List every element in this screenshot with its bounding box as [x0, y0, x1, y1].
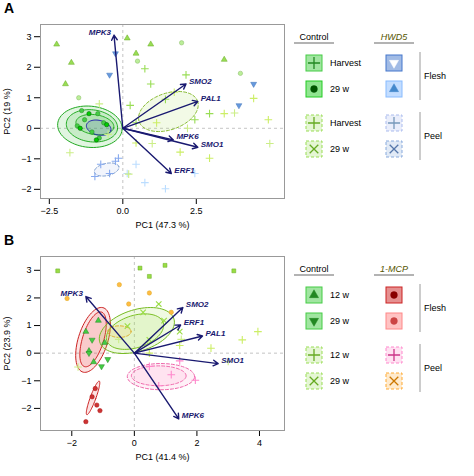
svg-text:−1: −1: [21, 154, 31, 164]
svg-text:2: 2: [26, 62, 31, 72]
svg-text:3: 3: [26, 32, 31, 42]
svg-text:SMO1: SMO1: [221, 356, 244, 365]
svg-text:1: 1: [26, 93, 31, 103]
svg-text:ERF1: ERF1: [184, 318, 205, 327]
svg-text:−2: −2: [21, 403, 31, 413]
svg-text:PC2 (19 %): PC2 (19 %): [2, 88, 12, 135]
svg-text:HWD5: HWD5: [381, 32, 408, 42]
svg-text:Flesh: Flesh: [424, 303, 446, 313]
svg-text:Control: Control: [299, 264, 328, 274]
svg-text:PAL1: PAL1: [201, 94, 221, 103]
svg-text:2: 2: [194, 438, 199, 448]
svg-text:0: 0: [26, 123, 31, 133]
svg-text:MPK6: MPK6: [176, 132, 199, 141]
svg-text:2: 2: [26, 293, 31, 303]
svg-text:Control: Control: [299, 32, 328, 42]
html-text:A: A: [4, 0, 15, 16]
svg-text:1: 1: [26, 320, 31, 330]
svg-text:PC1 (47.3 %): PC1 (47.3 %): [135, 220, 189, 230]
svg-text:29 w: 29 w: [330, 84, 350, 94]
svg-text:4: 4: [257, 438, 262, 448]
svg-text:12 w: 12 w: [330, 350, 350, 360]
svg-text:2.5: 2.5: [190, 206, 203, 216]
svg-text:−2.5: −2.5: [40, 206, 58, 216]
svg-text:SMO2: SMO2: [186, 300, 209, 309]
svg-text:12 w: 12 w: [330, 290, 350, 300]
svg-text:29 w: 29 w: [330, 316, 350, 326]
svg-text:Peel: Peel: [424, 131, 442, 141]
svg-text:Harvest: Harvest: [330, 58, 362, 68]
svg-text:29 w: 29 w: [330, 144, 350, 154]
html-text:B: B: [4, 232, 15, 248]
svg-text:PC2 (23.9 %): PC2 (23.9 %): [2, 316, 12, 370]
svg-text:3: 3: [26, 265, 31, 275]
svg-text:MPK3: MPK3: [89, 28, 112, 37]
svg-text:1-MCP: 1-MCP: [380, 264, 408, 274]
svg-text:Flesh: Flesh: [424, 71, 446, 81]
svg-text:Harvest: Harvest: [330, 118, 362, 128]
svg-text:−1: −1: [21, 376, 31, 386]
svg-text:MPK3: MPK3: [61, 289, 84, 298]
svg-text:0: 0: [26, 348, 31, 358]
svg-text:SMO1: SMO1: [201, 140, 224, 149]
svg-text:0.0: 0.0: [117, 206, 130, 216]
svg-text:Peel: Peel: [424, 363, 442, 373]
svg-text:MPK6: MPK6: [182, 411, 205, 420]
svg-text:PC1 (41.4 %): PC1 (41.4 %): [135, 452, 189, 462]
svg-text:SMO2: SMO2: [189, 77, 212, 86]
svg-text:−2: −2: [21, 184, 31, 194]
svg-text:ERF1: ERF1: [174, 166, 195, 175]
svg-text:PAL1: PAL1: [206, 329, 226, 338]
svg-text:29 w: 29 w: [330, 376, 350, 386]
svg-text:−2: −2: [67, 438, 77, 448]
svg-text:0: 0: [132, 438, 137, 448]
